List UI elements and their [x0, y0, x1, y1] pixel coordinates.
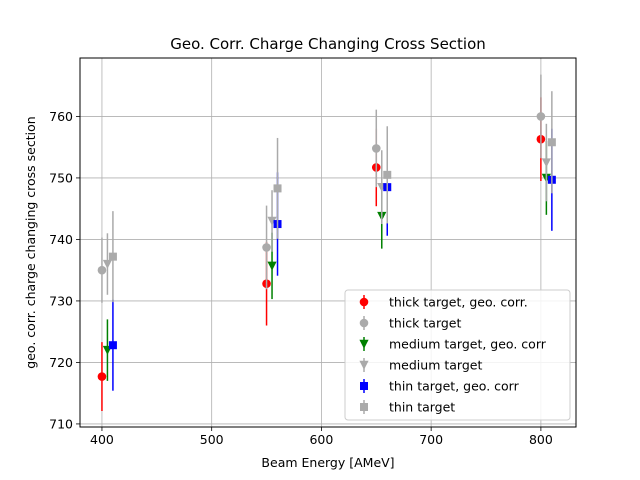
grid-lines	[80, 58, 576, 427]
series-2	[97, 74, 546, 303]
legend-label: medium target	[389, 358, 482, 373]
legend-entry: thick target	[359, 316, 461, 331]
y-tick-label: 730	[49, 293, 73, 308]
legend-marker	[359, 297, 369, 307]
legend-entry: thick target, geo. corr.	[359, 295, 528, 310]
data-point	[267, 216, 277, 226]
x-tick-label: 400	[90, 432, 114, 447]
data-point	[108, 252, 117, 261]
series-6	[108, 91, 556, 303]
data-point	[541, 158, 551, 168]
x-axis-label: Beam Energy [AMeV]	[261, 455, 394, 470]
data-point	[536, 112, 546, 121]
series-4	[102, 123, 551, 295]
x-tick-label: 800	[529, 432, 553, 447]
data-point	[262, 243, 271, 252]
y-tick-label: 740	[49, 232, 73, 247]
data-point	[383, 170, 392, 179]
legend-label: medium target, geo. corr	[389, 337, 547, 352]
data-point	[102, 259, 113, 269]
legend-marker	[359, 339, 369, 349]
data-point	[267, 261, 277, 271]
chart-title: Geo. Corr. Charge Changing Cross Section	[170, 35, 486, 53]
data-point	[273, 184, 282, 193]
legend-entry: thin target, geo. corr	[360, 379, 520, 394]
y-axis-label: geo. corr. charge changing cross section	[23, 116, 38, 368]
legend-entry: medium target	[359, 358, 482, 373]
data-point	[547, 138, 556, 147]
data-point	[97, 372, 107, 381]
legend-marker	[359, 360, 369, 370]
data-point	[108, 341, 117, 350]
legend-entry: thin target	[360, 400, 455, 415]
legend-label: thin target, geo. corr	[389, 379, 520, 394]
plot-area-frame	[79, 57, 577, 428]
legend-marker	[360, 382, 368, 390]
data-point	[371, 144, 381, 153]
x-tick-label: 500	[200, 432, 224, 447]
x-tick-label: 700	[419, 432, 443, 447]
legend-marker	[360, 403, 368, 411]
legend-label: thin target	[389, 400, 455, 415]
legend: thick target, geo. corr. thick target medi…	[344, 289, 571, 421]
legend-box	[344, 289, 571, 421]
data-point	[97, 265, 107, 275]
y-tick-label: 720	[49, 355, 73, 370]
legend-marker	[359, 318, 369, 328]
y-tick-label: 710	[49, 416, 73, 431]
legend-label: thick target	[389, 316, 461, 331]
legend-label: thick target, geo. corr.	[389, 295, 528, 310]
y-tick-label: 750	[49, 170, 73, 185]
axis-ticks: 400 500 600 700 800 710 720 730 740 750 760	[49, 109, 553, 447]
legend-entry: medium target, geo. corr	[359, 337, 547, 352]
x-tick-label: 600	[309, 432, 333, 447]
plot-data	[97, 74, 556, 412]
y-tick-label: 760	[49, 109, 73, 124]
